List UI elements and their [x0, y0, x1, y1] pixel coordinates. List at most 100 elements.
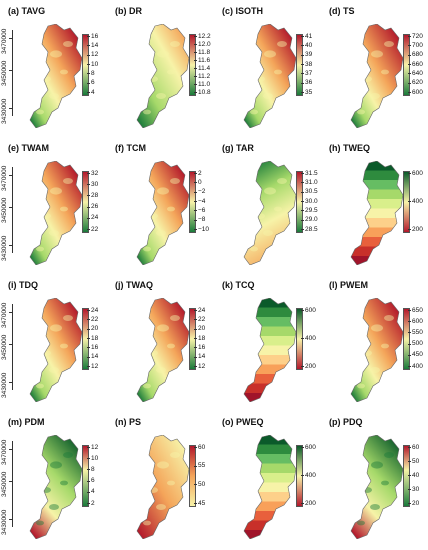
map-panel: (n) PS 60 55 50 45: [107, 411, 212, 546]
terrain-patch: [156, 504, 166, 510]
y-axis-line: [12, 30, 13, 116]
terrain-patch: [49, 93, 59, 99]
colorbar-gradient: [296, 445, 303, 507]
colorbar-gradient: [189, 171, 196, 233]
legend-tick: [301, 82, 304, 84]
legend-tick: [87, 356, 90, 358]
legend-tick-label: 24: [91, 306, 99, 314]
legend-tick: [301, 92, 304, 93]
legend-tick: [301, 36, 304, 37]
legend-tick: [87, 458, 90, 460]
legend-tick: [87, 469, 90, 471]
legend-tick: [301, 219, 304, 221]
elevation-band: [244, 444, 296, 455]
terrain-patch: [274, 69, 282, 75]
legend-colorbar: 60 50 40 30 20: [403, 444, 425, 511]
panel-title: (c) ISOTH: [222, 6, 264, 16]
panel-title: (p) PDQ: [329, 417, 363, 427]
terrain-patch: [157, 461, 169, 469]
legend-tick-label: 12: [91, 362, 99, 370]
legend-tick-label: 22: [91, 225, 99, 233]
terrain-patch: [167, 69, 175, 75]
region-outline: [350, 161, 403, 265]
legend-tick: [87, 347, 90, 349]
y-tick-label: 3450000: [1, 334, 8, 360]
legend-tick-label: 600: [412, 88, 423, 96]
y-tick: [9, 207, 12, 208]
legend-tick: [87, 229, 90, 230]
elevation-band: [351, 208, 403, 219]
terrain-patch: [157, 50, 169, 58]
legend-tick: [194, 84, 197, 85]
legend-tick-label: 50: [412, 457, 420, 465]
legend-tick-label: 200: [305, 362, 316, 370]
legend-tick: [301, 173, 304, 174]
terrain-patch: [63, 452, 73, 458]
terrain-patch: [63, 178, 73, 184]
terrain-patch: [384, 41, 394, 47]
legend-tick-label: 28: [91, 191, 99, 199]
y-axis: 3470000 3450000 3430000: [0, 137, 24, 272]
terrain-patch: [49, 367, 59, 373]
y-axis-line: [12, 441, 13, 527]
legend-tick: [408, 82, 411, 84]
legend-tick: [194, 229, 197, 230]
region-map: [243, 24, 296, 128]
y-tick-label: 3470000: [1, 28, 8, 54]
legend-tick: [87, 173, 90, 174]
elevation-band: [244, 355, 296, 365]
legend-tick: [194, 52, 197, 53]
legend-tick: [408, 36, 411, 37]
colorbar-gradient: [82, 308, 89, 370]
terrain-patch: [50, 50, 62, 58]
legend-tick: [408, 366, 411, 367]
legend-tick: [87, 45, 90, 47]
legend-tick-label: −8: [198, 216, 206, 224]
legend-tick-label: 600: [305, 306, 316, 314]
legend-tick: [87, 319, 90, 321]
region-map: [29, 435, 82, 539]
y-tick: [9, 245, 12, 246]
legend-tick-label: 38: [305, 60, 313, 68]
legend-tick-label: 4: [91, 488, 95, 496]
colorbar-gradient: [189, 445, 196, 507]
legend-tick-label: 400: [305, 334, 316, 342]
elevation-band: [351, 189, 403, 200]
legend-tick: [301, 64, 304, 65]
legend-tick-label: 29.0: [305, 216, 318, 224]
legend-tick: [301, 73, 304, 75]
colorbar-gradient: [403, 308, 410, 370]
terrain-patch: [167, 480, 175, 486]
legend-colorbar: 600 400 200: [296, 444, 318, 511]
legend-tick: [87, 36, 90, 37]
map-fill: [244, 161, 296, 265]
legend-tick: [194, 210, 197, 212]
terrain-patch: [143, 246, 151, 252]
elevation-band: [351, 218, 403, 228]
panel-title: (f) TCM: [115, 143, 146, 153]
legend-tick-label: 8: [91, 69, 95, 77]
elevation-band: [244, 473, 296, 483]
legend-tick-label: 11.8: [198, 48, 211, 56]
colorbar-gradient: [403, 171, 410, 233]
terrain-patch: [274, 206, 282, 212]
legend-tick: [301, 366, 304, 367]
panel-title: (j) TWAQ: [115, 280, 153, 290]
legend-tick-label: 12.2: [198, 32, 211, 40]
terrain-patch: [263, 230, 273, 236]
legend-tick: [301, 45, 304, 47]
colorbar-gradient: [403, 445, 410, 507]
map-panel: (o) PWEQ 600 400 200: [214, 411, 319, 546]
legend-colorbar: 720 700 680 660 640 620 600: [403, 33, 425, 100]
legend-tick: [408, 201, 411, 202]
panel-title: (h) TWEQ: [329, 143, 370, 153]
panel-title: (i) TDQ: [8, 280, 38, 290]
terrain-patch: [264, 50, 276, 58]
y-tick-label: 3430000: [1, 98, 8, 124]
legend-colorbar: 12 10 8 6 4 2: [82, 444, 104, 511]
terrain-patch: [50, 461, 62, 469]
legend-tick-label: 18: [198, 334, 206, 342]
legend-tick: [408, 503, 411, 504]
terrain-patch: [170, 315, 180, 321]
y-tick: [9, 175, 12, 176]
